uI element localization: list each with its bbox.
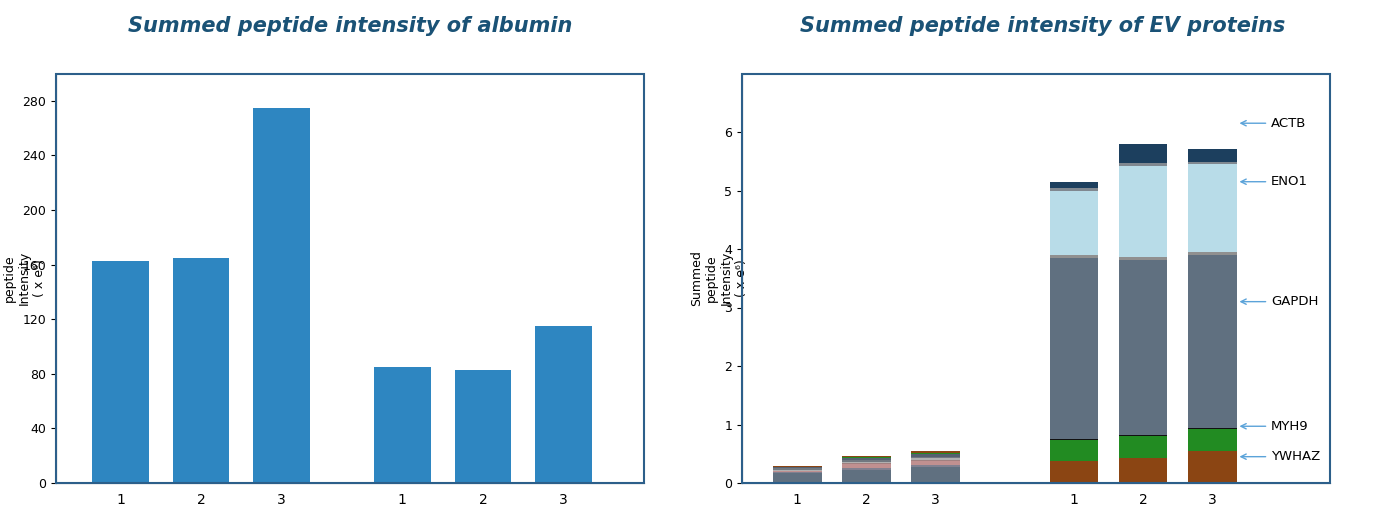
Bar xyxy=(1119,144,1168,163)
Bar xyxy=(843,463,890,464)
Bar xyxy=(911,454,960,457)
Bar xyxy=(911,461,960,465)
Bar xyxy=(1189,162,1236,164)
Bar xyxy=(843,457,890,458)
Bar xyxy=(911,467,960,483)
Bar xyxy=(911,457,960,458)
Bar xyxy=(911,465,960,467)
Bar xyxy=(1119,458,1168,483)
Bar xyxy=(911,459,960,461)
Bar xyxy=(843,464,890,468)
Bar xyxy=(911,453,960,454)
Bar xyxy=(1050,461,1098,483)
Text: ENO1: ENO1 xyxy=(1240,175,1308,188)
Bar xyxy=(1119,436,1168,458)
Text: YWHAZ: YWHAZ xyxy=(1240,450,1320,463)
Bar xyxy=(1050,191,1098,255)
Bar xyxy=(1119,260,1168,435)
Bar xyxy=(773,471,822,472)
Bar xyxy=(172,258,230,483)
Bar xyxy=(1189,252,1236,255)
Bar xyxy=(773,466,822,467)
Bar xyxy=(1189,149,1236,162)
Bar xyxy=(455,370,511,483)
Text: ACTB: ACTB xyxy=(1240,117,1306,130)
Bar xyxy=(843,468,890,470)
Bar xyxy=(535,326,592,483)
Bar xyxy=(1189,428,1236,451)
Bar xyxy=(1050,258,1098,439)
Bar xyxy=(773,469,822,471)
Bar xyxy=(1119,163,1168,166)
Bar xyxy=(1050,255,1098,258)
Bar xyxy=(1189,255,1236,428)
Bar xyxy=(1050,188,1098,191)
Bar xyxy=(1189,164,1236,252)
Bar xyxy=(773,468,822,469)
Bar xyxy=(1050,440,1098,461)
Text: GAPDH: GAPDH xyxy=(1240,295,1319,308)
Bar xyxy=(843,456,890,457)
Bar xyxy=(374,367,431,483)
Bar xyxy=(1119,166,1168,257)
Bar xyxy=(253,108,309,483)
Bar xyxy=(1119,435,1168,436)
Bar xyxy=(843,462,890,463)
Text: Summed peptide intensity of albumin: Summed peptide intensity of albumin xyxy=(127,16,573,36)
Bar xyxy=(911,452,960,453)
Bar xyxy=(1050,182,1098,188)
Text: Summed peptide intensity of EV proteins: Summed peptide intensity of EV proteins xyxy=(801,16,1285,36)
Bar xyxy=(773,473,822,483)
Bar xyxy=(1189,451,1236,483)
Bar xyxy=(773,467,822,468)
Bar xyxy=(843,460,890,462)
Text: MYH9: MYH9 xyxy=(1240,420,1309,433)
Bar xyxy=(1050,439,1098,440)
Bar xyxy=(843,458,890,460)
Bar xyxy=(843,470,890,483)
Bar xyxy=(773,472,822,473)
Bar xyxy=(92,260,148,483)
Y-axis label: Summed
peptide
Intensity
( x e⁶): Summed peptide Intensity ( x e⁶) xyxy=(0,250,46,306)
Bar xyxy=(911,458,960,459)
Y-axis label: Summed
peptide
Intensity
( x e⁶): Summed peptide Intensity ( x e⁶) xyxy=(690,250,748,306)
Bar xyxy=(1119,257,1168,260)
